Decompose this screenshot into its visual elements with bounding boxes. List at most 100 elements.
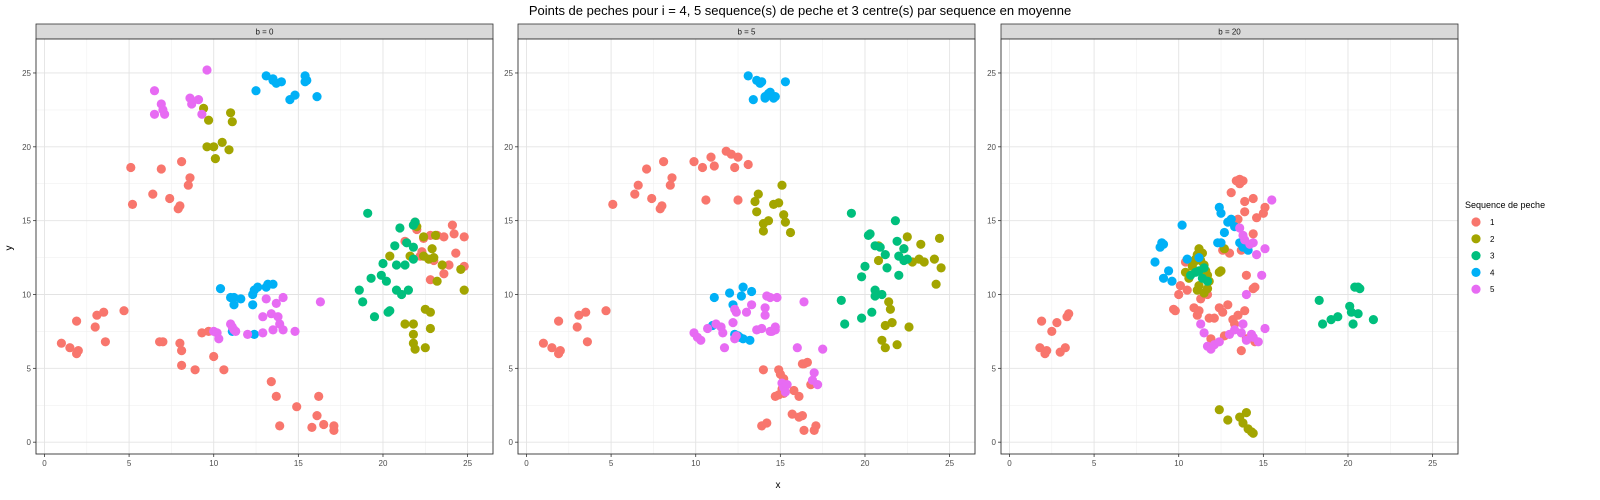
data-point (258, 328, 268, 338)
data-point (865, 229, 875, 239)
x-tick-label: 5 (127, 459, 132, 468)
facet-panel: b = 5 0 5 10 15 20 25 0 5 10 15 20 25 (504, 23, 976, 468)
data-point (642, 164, 652, 174)
data-point (1052, 318, 1062, 328)
data-point (743, 159, 753, 170)
x-tick-label: 25 (1428, 459, 1437, 468)
data-point (797, 411, 808, 421)
data-point (780, 77, 791, 87)
data-point (703, 323, 713, 334)
data-point (149, 109, 160, 119)
x-tick-label: 25 (463, 459, 472, 468)
data-point (809, 368, 819, 378)
series-4 (215, 71, 322, 339)
plot-area (36, 39, 493, 454)
data-point (73, 346, 83, 356)
x-tick-label: 10 (691, 459, 700, 468)
data-point (811, 421, 821, 431)
series-5 (1196, 195, 1277, 354)
data-point (892, 236, 902, 246)
data-point (1216, 208, 1226, 218)
data-point (647, 193, 657, 204)
data-point (1202, 284, 1213, 294)
data-point (226, 108, 236, 118)
data-point (1047, 326, 1057, 336)
x-tick-label: 15 (294, 459, 303, 468)
data-point (268, 325, 278, 335)
data-point (1368, 315, 1378, 325)
x-tick-label: 5 (1092, 459, 1097, 468)
data-point (459, 232, 469, 242)
x-tick-label: 20 (861, 459, 870, 468)
data-point (175, 201, 185, 211)
data-point (1060, 343, 1070, 353)
data-point (736, 291, 747, 301)
x-axis-title: x (776, 480, 781, 491)
data-point (719, 343, 730, 353)
data-point (1223, 300, 1233, 310)
y-tick-label: 5 (27, 364, 32, 373)
data-point (271, 298, 281, 308)
plot-area (1001, 39, 1458, 454)
data-point (408, 319, 418, 329)
data-point (919, 257, 929, 267)
legend-key (1471, 251, 1481, 261)
data-point (733, 152, 743, 162)
data-point (273, 312, 283, 322)
data-point (1042, 346, 1052, 356)
data-point (1150, 257, 1160, 267)
data-point (775, 369, 786, 379)
x-tick-label: 25 (945, 459, 954, 468)
data-point (249, 329, 259, 339)
data-point (608, 199, 618, 209)
data-point (780, 387, 791, 397)
data-point (1167, 276, 1177, 286)
data-point (1240, 207, 1250, 217)
data-point (451, 248, 461, 258)
data-point (385, 251, 395, 261)
data-point (127, 199, 138, 209)
data-point (760, 310, 770, 320)
data-point (307, 422, 317, 432)
data-point (857, 272, 867, 282)
y-tick-label: 25 (987, 69, 996, 78)
data-point (1241, 270, 1251, 280)
data-point (430, 230, 441, 240)
data-point (408, 329, 418, 339)
data-point (1223, 415, 1233, 425)
data-point (1194, 253, 1204, 263)
data-point (733, 195, 743, 205)
data-point (581, 307, 591, 317)
data-point (219, 365, 229, 375)
data-point (390, 241, 400, 251)
data-point (1186, 270, 1196, 280)
facet-strip-label: b = 20 (1218, 28, 1241, 37)
data-point (276, 77, 286, 87)
y-tick-label: 10 (504, 290, 513, 299)
x-tick-label: 15 (1259, 459, 1268, 468)
legend-label: 1 (1490, 218, 1495, 227)
y-tick-label: 20 (22, 143, 31, 152)
legend-label: 2 (1490, 235, 1495, 244)
data-point (231, 326, 241, 336)
data-point (1236, 328, 1246, 338)
data-point (1355, 284, 1365, 294)
data-point (210, 154, 220, 164)
y-tick-label: 15 (22, 217, 31, 226)
data-point (366, 273, 376, 283)
data-point (126, 162, 136, 173)
data-point (249, 285, 259, 295)
data-point (701, 195, 711, 205)
data-point (1182, 254, 1192, 264)
data-point (1252, 250, 1262, 260)
data-point (760, 93, 770, 103)
data-point (177, 360, 187, 370)
x-tick-label: 0 (1007, 459, 1012, 468)
data-point (1164, 266, 1174, 276)
data-point (400, 319, 410, 329)
data-point (312, 411, 322, 421)
x-tick-label: 20 (1344, 459, 1353, 468)
y-tick-label: 10 (22, 290, 31, 299)
data-point (772, 292, 782, 303)
data-point (420, 343, 430, 353)
